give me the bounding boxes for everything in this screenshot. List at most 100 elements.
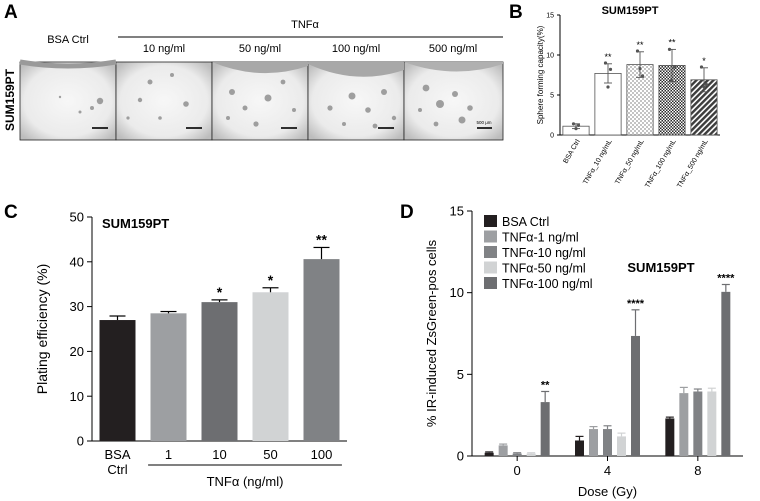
chart-d-title: SUM159PT	[627, 260, 694, 275]
bar-1	[594, 73, 622, 136]
chart-c-x-label: TNFα (ng/ml)	[207, 474, 284, 489]
legend-label-3: TNFα-50 ng/ml	[502, 262, 586, 276]
dish-edge-4	[404, 62, 503, 72]
panel-letter-c: C	[4, 202, 18, 223]
y-tick-label: 0	[550, 132, 554, 139]
panel-letter-a: A	[4, 2, 18, 23]
x-tick-label: 4	[604, 463, 611, 478]
significance-mark: *	[217, 284, 223, 300]
micrograph-tnfa-10	[115, 61, 213, 141]
significance-mark: **	[541, 379, 550, 391]
panel-a: A BSA Ctrl TNFα 10 ng/ml 50 ng/ml 100 ng…	[3, 2, 504, 141]
panel-a-col-label-3: 100 ng/ml	[332, 43, 380, 55]
micrograph-strip: 500 μm	[19, 59, 504, 141]
y-tick-label: 10	[70, 389, 84, 404]
bar-s2-c1	[603, 429, 612, 456]
x-tick-label: 50	[263, 447, 277, 462]
data-point	[576, 123, 581, 127]
bar-4	[303, 259, 340, 441]
significance-mark: **	[316, 231, 327, 247]
significance-mark: ****	[627, 298, 645, 310]
significance-mark: *	[268, 272, 274, 288]
bar-s3-c0	[526, 453, 536, 456]
significance-mark: **	[604, 52, 612, 62]
data-point	[574, 127, 578, 131]
x-tick-label: 10	[212, 447, 226, 462]
bar-s4-c0	[540, 402, 550, 456]
significance-mark: **	[636, 40, 644, 50]
legend-label-4: TNFα-100 ng/ml	[502, 277, 593, 291]
bar-0	[99, 320, 136, 441]
legend-label-2: TNFα-10 ng/ml	[502, 246, 586, 260]
panel-a-group-label: TNFα	[291, 19, 319, 31]
significance-mark: *	[702, 56, 706, 66]
legend-swatch-0	[484, 215, 497, 227]
y-tick-label: 10	[450, 285, 464, 300]
y-tick-label: 5	[550, 92, 554, 99]
data-point	[606, 85, 610, 89]
data-point	[603, 61, 608, 65]
scale-bar-label: 500 μm	[476, 120, 491, 125]
chart-b: SUM159PT Sphere forming capacity(%) 0 5 10 15…	[536, 5, 720, 189]
y-tick-label: 0	[457, 449, 464, 464]
panel-a-col-label-1: 10 ng/ml	[143, 43, 185, 55]
bar-s4-c2	[721, 291, 731, 456]
panel-a-row-label: SUM159PT	[3, 68, 17, 131]
chart-c-y-label: Plating efficiency (%)	[34, 264, 50, 394]
panel-letter-b: B	[509, 2, 523, 23]
bar-1	[150, 313, 187, 441]
legend-swatch-3	[484, 261, 497, 274]
data-point	[667, 47, 672, 52]
bar-s3-c1	[617, 436, 626, 456]
bar-s3-c2	[707, 391, 717, 456]
x-tick-label: TNFα_50 ng/mL	[614, 138, 645, 186]
legend-swatch-1	[484, 230, 497, 243]
bar-s0-c2	[665, 418, 675, 456]
data-point	[571, 122, 576, 126]
chart-d-x-label: Dose (Gy)	[578, 484, 637, 499]
bar-s4-c1	[631, 335, 640, 456]
y-tick-label: 50	[70, 210, 84, 225]
data-point	[608, 67, 613, 71]
significance-mark: **	[668, 37, 676, 47]
x-tick-label: Ctrl	[107, 462, 127, 477]
micrograph-tnfa-500	[403, 61, 504, 141]
dish-edge-1	[19, 59, 117, 69]
chart-b-title: SUM159PT	[602, 5, 659, 17]
data-point	[638, 67, 642, 71]
bar-s1-c1	[589, 429, 598, 456]
significance-mark: ****	[717, 273, 735, 285]
sphere-cells	[58, 73, 473, 129]
data-point	[672, 65, 677, 69]
legend-label-1: TNFα-1 ng/ml	[502, 231, 579, 245]
y-tick-label: 15	[546, 12, 554, 19]
bar-s1-c0	[498, 445, 508, 456]
data-point	[704, 83, 709, 87]
bar-s1-c2	[679, 393, 689, 456]
y-tick-label: 15	[450, 204, 464, 219]
dish-edge-3	[308, 62, 404, 77]
x-tick-label: 100	[311, 447, 333, 462]
chart-c: SUM159PT Plating efficiency (%) 0 10 20 30 40 5…	[34, 210, 347, 489]
bar-s2-c2	[693, 391, 703, 456]
chart-d-y-label: % IR-induced ZsGreen-pos cells	[424, 239, 439, 427]
chart-d: SUM159PT % IR-induced ZsGreen-pos cells 0 5…	[424, 204, 743, 499]
x-tick-label: TNFα_10 ng/mL	[582, 138, 613, 186]
x-tick-label: 1	[165, 447, 172, 462]
data-point	[640, 74, 645, 78]
legend-swatch-4	[484, 277, 497, 289]
panel-a-col-label-4: 500 ng/ml	[429, 43, 477, 55]
data-point	[635, 49, 640, 53]
legend-swatch-2	[484, 246, 497, 258]
bar-s0-c1	[575, 440, 584, 456]
x-tick-label: 8	[694, 463, 701, 478]
bar-s0-c0	[484, 452, 494, 456]
data-point	[670, 79, 674, 83]
panel-a-ctrl-label: BSA Ctrl	[47, 34, 89, 46]
legend-label-0: BSA Ctrl	[502, 215, 549, 229]
panel-letter-d: D	[400, 202, 414, 223]
x-tick-label: BSA	[104, 447, 130, 462]
x-tick-label: BSA Ctrl	[562, 138, 582, 165]
dish-edge-2	[212, 62, 308, 74]
